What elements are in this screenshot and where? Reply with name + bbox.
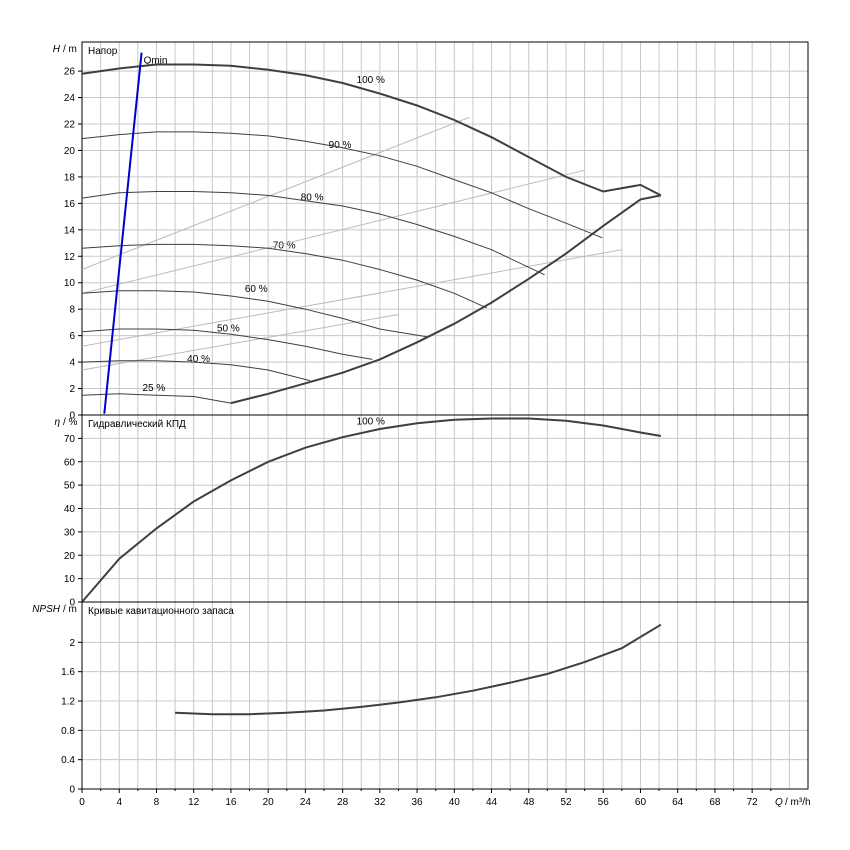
x-tick-label: 16 — [225, 797, 237, 808]
series-label: 25 % — [143, 383, 166, 394]
x-tick-label: 64 — [672, 797, 684, 808]
efficiency-line — [81, 116, 470, 270]
x-tick-label: 68 — [709, 797, 721, 808]
y-tick-label: 0 — [69, 598, 75, 609]
y-axis-label-unit: / % — [63, 417, 78, 428]
x-tick-label: 48 — [523, 797, 535, 808]
series-curve — [175, 623, 662, 716]
x-tick-label: 40 — [449, 797, 461, 808]
y-axis-label-symbol: NPSH — [32, 604, 61, 615]
series-label: 80 % — [301, 193, 324, 204]
qmin-label: Qmin — [144, 56, 168, 67]
y-tick-label: 1.2 — [61, 697, 75, 708]
y-tick-label: 2 — [69, 384, 75, 395]
x-tick-label: 28 — [337, 797, 349, 808]
efficiency-line — [81, 169, 585, 294]
y-tick-label: 16 — [64, 199, 76, 210]
series-curve — [81, 417, 662, 603]
x-tick-label: 0 — [79, 797, 85, 808]
series-curve — [81, 63, 662, 197]
y-tick-label: 20 — [64, 146, 76, 157]
y-tick-label: 40 — [64, 504, 76, 515]
y-axis-label-unit: / m — [63, 44, 77, 55]
y-tick-label: 0.4 — [61, 755, 75, 766]
y-tick-label: 0 — [69, 785, 75, 796]
panel-title: Гидравлический КПД — [88, 419, 186, 430]
y-tick-label: 10 — [64, 278, 76, 289]
x-axis-label-unit: / m³/h — [785, 797, 811, 808]
series-curve — [81, 191, 545, 276]
x-axis-label-symbol: Q — [775, 797, 783, 808]
series-label: 100 % — [357, 75, 385, 86]
x-tick-label: 20 — [263, 797, 275, 808]
y-tick-label: 30 — [64, 527, 76, 538]
panel-title: Кривые кавитационного запаса — [88, 606, 234, 617]
x-tick-label: 52 — [560, 797, 572, 808]
x-tick-label: 44 — [486, 797, 498, 808]
series-curve — [81, 243, 488, 309]
operating-limit-curve — [230, 194, 662, 405]
y-tick-label: 26 — [64, 67, 76, 78]
y-axis-label-symbol: η — [54, 417, 60, 428]
series-label: 90 % — [329, 140, 352, 151]
series-label: 100 % — [357, 416, 385, 427]
y-tick-label: 70 — [64, 434, 76, 445]
y-tick-label: 20 — [64, 551, 76, 562]
y-tick-label: 50 — [64, 481, 76, 492]
x-tick-label: 24 — [300, 797, 312, 808]
y-tick-label: 10 — [64, 574, 76, 585]
qmin-line — [103, 52, 143, 414]
x-tick-label: 12 — [188, 797, 200, 808]
x-tick-label: 60 — [635, 797, 647, 808]
y-tick-label: 8 — [69, 305, 75, 316]
x-tick-label: 36 — [412, 797, 424, 808]
y-tick-label: 22 — [64, 120, 76, 131]
y-tick-label: 1.6 — [61, 667, 75, 678]
series-curve — [81, 328, 373, 360]
y-tick-label: 4 — [69, 358, 75, 369]
x-tick-label: 8 — [154, 797, 160, 808]
series-label: 60 % — [245, 284, 268, 295]
y-tick-label: 6 — [69, 331, 75, 342]
y-tick-label: 18 — [64, 172, 76, 183]
y-tick-label: 12 — [64, 252, 76, 263]
y-tick-label: 14 — [64, 225, 76, 236]
panel-frame — [81, 601, 809, 790]
x-tick-label: 56 — [598, 797, 610, 808]
y-tick-label: 24 — [64, 93, 76, 104]
series-label: 50 % — [217, 324, 240, 335]
series-curve — [81, 360, 311, 382]
series-label: 40 % — [187, 354, 210, 365]
y-tick-label: 2 — [69, 638, 75, 649]
efficiency-line — [81, 249, 622, 347]
panel-2: 0 10 20 30 40 50 60 70 η / % Гидравлический КПД 100… — [54, 414, 809, 609]
y-tick-label: 0.8 — [61, 726, 75, 737]
panel-3: 0 0.4 0.8 1.2 1.6 2 NPSH / m Кривые кавитационно… — [32, 601, 809, 796]
series-curve — [81, 131, 603, 239]
panel-title: Напор — [88, 46, 118, 57]
series-label: 70 % — [273, 240, 296, 251]
y-axis-label-symbol: H — [53, 44, 61, 55]
x-tick-label: 32 — [374, 797, 386, 808]
y-axis-label-unit: / m — [63, 604, 77, 615]
series-curve — [81, 290, 429, 338]
x-tick-label: 72 — [747, 797, 759, 808]
y-tick-label: 0 — [69, 411, 75, 422]
x-tick-label: 4 — [116, 797, 122, 808]
y-tick-label: 60 — [64, 457, 76, 468]
